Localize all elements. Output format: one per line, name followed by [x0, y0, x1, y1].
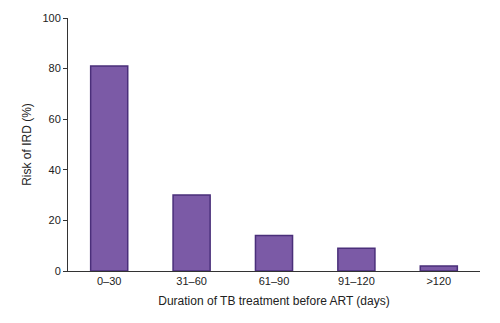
svg-text:91–120: 91–120: [338, 275, 375, 287]
svg-text:80: 80: [49, 62, 61, 74]
svg-text:20: 20: [49, 214, 61, 226]
svg-text:Risk of IRD (%): Risk of IRD (%): [20, 103, 34, 186]
svg-text:31–60: 31–60: [176, 275, 207, 287]
svg-text:0: 0: [55, 265, 61, 277]
svg-text:61–90: 61–90: [259, 275, 290, 287]
svg-text:60: 60: [49, 113, 61, 125]
svg-text:0–30: 0–30: [97, 275, 121, 287]
svg-text:Duration of TB treatment befor: Duration of TB treatment before ART (day…: [158, 294, 389, 308]
svg-text:>120: >120: [426, 275, 451, 287]
svg-text:100: 100: [42, 12, 60, 24]
svg-text:40: 40: [49, 164, 61, 176]
